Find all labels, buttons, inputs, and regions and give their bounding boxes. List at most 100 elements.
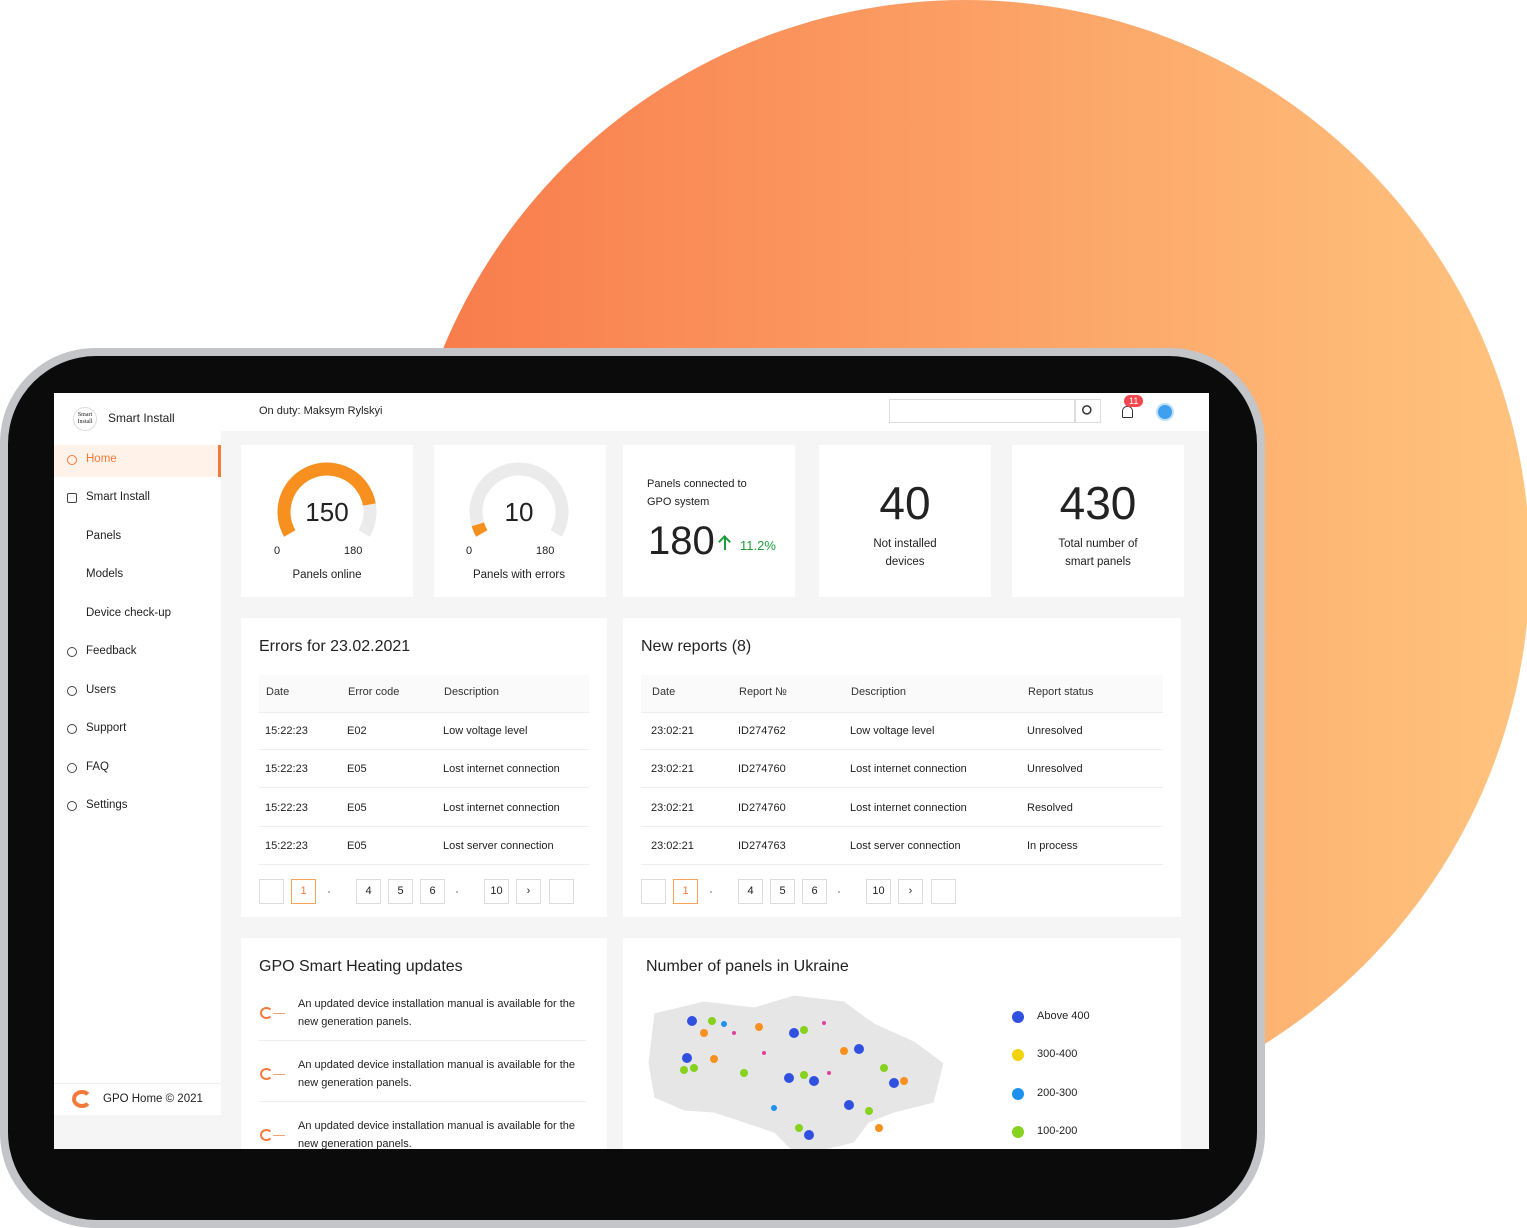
page-next[interactable]: › — [898, 879, 923, 904]
column-header: Date — [652, 686, 676, 698]
map-dot — [865, 1107, 873, 1115]
update-logo-text — [273, 1074, 285, 1075]
map-dot — [800, 1071, 808, 1079]
row-divider — [641, 749, 1163, 750]
menu-item[interactable]: Panels — [86, 530, 122, 542]
legend-dot — [1012, 1088, 1024, 1100]
legend-dot — [1012, 1049, 1024, 1061]
page-button[interactable]: 5 — [770, 879, 795, 904]
map-dot — [800, 1026, 808, 1034]
table-cell: 15:22:23 — [265, 763, 308, 775]
map-dot — [900, 1077, 908, 1085]
map-dot — [789, 1028, 799, 1038]
table-cell: Unresolved — [1027, 763, 1083, 775]
page-button[interactable]: 6 — [420, 879, 445, 904]
menu-icon — [67, 493, 77, 503]
kpi-value: 40 — [879, 477, 931, 529]
gauge-value-label: 10 — [504, 497, 534, 527]
page-ellipsis — [456, 891, 458, 893]
map-dot — [690, 1064, 698, 1072]
map-dot — [795, 1124, 803, 1132]
update-text: An updated device installation manual is… — [298, 1059, 576, 1089]
search-button[interactable] — [1075, 399, 1101, 423]
page-button[interactable]: 4 — [738, 879, 763, 904]
menu-icon — [67, 801, 77, 811]
page-button[interactable]: 1 — [673, 879, 698, 904]
menu-icon — [67, 647, 77, 657]
menu-icon — [67, 455, 77, 465]
menu-item[interactable]: Smart Install — [86, 491, 150, 503]
table-cell: 23:02:21 — [651, 802, 694, 814]
menu-item[interactable]: FAQ — [86, 761, 110, 773]
map-dot — [762, 1051, 766, 1055]
table-header-bg — [259, 675, 589, 713]
page-next[interactable]: › — [516, 879, 541, 904]
table-cell: Lost internet connection — [443, 802, 560, 814]
page-button[interactable]: 5 — [388, 879, 413, 904]
legend-label: Above 400 — [1037, 1010, 1090, 1022]
map-dot — [804, 1130, 814, 1140]
map-dot — [708, 1017, 716, 1025]
table-header-bg — [641, 675, 1163, 713]
legend-label: 200-300 — [1037, 1087, 1078, 1099]
menu-item[interactable]: Feedback — [86, 645, 137, 657]
page-prev[interactable] — [259, 879, 284, 904]
map-dot — [680, 1066, 688, 1074]
menu-item[interactable]: Support — [86, 722, 127, 734]
menu-icon — [67, 686, 77, 696]
map-dot — [771, 1105, 777, 1111]
map-dot — [844, 1100, 854, 1110]
menu-item[interactable]: Models — [86, 568, 124, 580]
map-dot — [784, 1073, 794, 1083]
column-header: Report № — [739, 686, 787, 698]
menu-item[interactable]: Settings — [86, 799, 128, 811]
page-button[interactable]: 10 — [866, 879, 891, 904]
menu-icon — [67, 763, 77, 773]
sidebar — [54, 393, 221, 1115]
table-cell: Lost internet connection — [443, 763, 560, 775]
map-dot — [809, 1076, 819, 1086]
screen: Smart Install Smart Install On duty: Maksy… — [54, 393, 1209, 1149]
page-button[interactable]: 4 — [356, 879, 381, 904]
table-cell: 15:22:23 — [265, 840, 308, 852]
page-ellipsis — [838, 891, 840, 893]
legend-dot — [1012, 1011, 1024, 1023]
kpi-label: Total number of smart panels — [1058, 538, 1138, 568]
map-dot — [880, 1064, 888, 1072]
avatar[interactable] — [1156, 403, 1174, 421]
menu-item[interactable]: Users — [86, 684, 117, 696]
menu-item[interactable]: Home — [86, 453, 117, 465]
table-cell: ID274760 — [738, 802, 786, 814]
column-header: Description — [444, 686, 500, 698]
map-dot — [700, 1029, 708, 1037]
update-logo — [260, 1068, 273, 1080]
gauge-max: 180 — [344, 545, 363, 557]
card-title: Number of panels in Ukraine — [646, 958, 849, 975]
card — [623, 618, 1181, 917]
page-button[interactable]: 6 — [802, 879, 827, 904]
update-logo — [260, 1007, 273, 1019]
footer: GPO Home © 2021 — [103, 1093, 203, 1105]
card — [623, 445, 795, 597]
card — [819, 445, 991, 597]
row-divider — [641, 864, 1163, 865]
page-button[interactable]: 1 — [291, 879, 316, 904]
page-size[interactable] — [931, 879, 956, 904]
map-dot — [854, 1044, 864, 1054]
page-button[interactable]: 10 — [484, 879, 509, 904]
gauge-value — [471, 522, 488, 537]
menu-item[interactable]: Device check-up — [86, 607, 172, 619]
legend-label: 300-400 — [1037, 1048, 1078, 1060]
table-cell: E05 — [347, 840, 367, 852]
page-prev[interactable] — [641, 879, 666, 904]
page-size[interactable] — [549, 879, 574, 904]
search-input[interactable] — [889, 399, 1075, 423]
update-divider — [259, 1040, 586, 1041]
card — [1012, 445, 1184, 597]
map-dot — [682, 1053, 692, 1063]
gauges — [277, 462, 569, 537]
card-title: GPO Smart Heating updates — [259, 958, 463, 975]
update-logo — [260, 1129, 273, 1141]
gauge-label: Panels online — [292, 569, 362, 581]
